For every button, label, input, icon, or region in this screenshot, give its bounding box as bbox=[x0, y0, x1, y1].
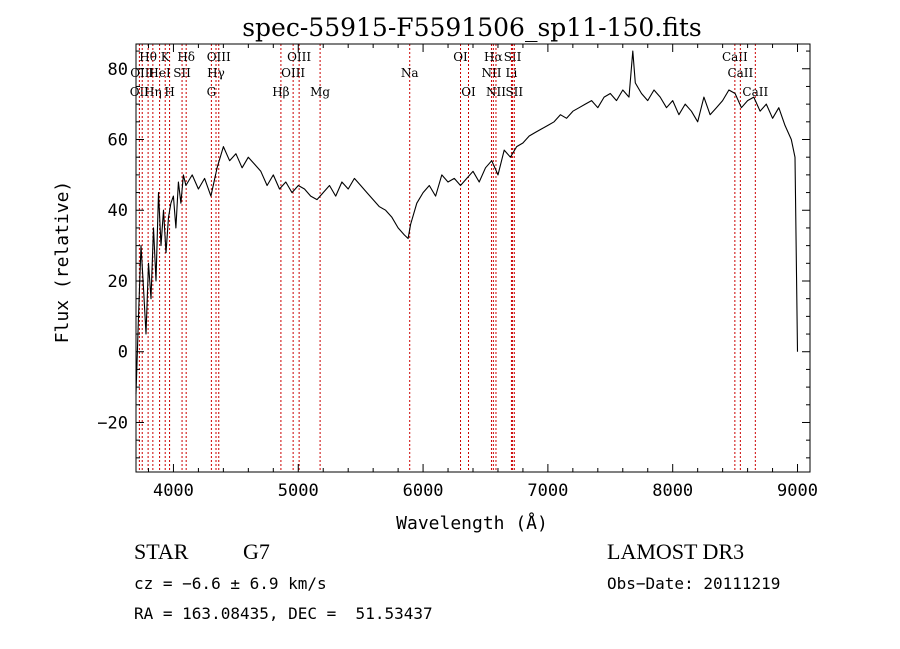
line-marker-label: SII bbox=[173, 66, 191, 80]
object-class: STAR bbox=[134, 539, 189, 564]
line-marker-label: Hβ bbox=[272, 85, 289, 99]
line-marker-label: Hδ bbox=[177, 50, 195, 64]
x-tick-label: 8000 bbox=[652, 481, 693, 501]
line-marker-label: H bbox=[164, 85, 174, 99]
observation-date: Obs−Date: 20111219 bbox=[607, 574, 781, 593]
line-marker-label: OI bbox=[453, 50, 468, 64]
y-tick-label: 60 bbox=[108, 131, 128, 151]
line-marker-label: G bbox=[207, 85, 217, 99]
line-marker-label: CaII bbox=[742, 85, 768, 99]
x-tick-label: 5000 bbox=[278, 481, 319, 501]
line-marker-label: NII bbox=[486, 85, 506, 99]
y-axis-label: Flux (relative) bbox=[52, 181, 73, 344]
survey-name: LAMOST DR3 bbox=[607, 539, 745, 564]
line-marker-label: OIII bbox=[281, 66, 305, 80]
y-axis-ticks: −20 0 20 40 60 80 bbox=[97, 50, 810, 459]
y-tick-label: 0 bbox=[118, 343, 128, 363]
plot-frame bbox=[135, 43, 811, 473]
x-axis-label: Wavelength (Å) bbox=[396, 512, 548, 534]
redshift-velocity: cz = −6.6 ± 6.9 km/s bbox=[134, 574, 327, 593]
line-marker-label: Na bbox=[401, 66, 419, 80]
line-marker-label: OIII bbox=[287, 50, 311, 64]
y-tick-label: −20 bbox=[97, 413, 128, 433]
x-tick-label: 4000 bbox=[153, 481, 194, 501]
object-subclass: G7 bbox=[243, 539, 270, 564]
flux-series-line bbox=[135, 50, 799, 395]
line-marker-label: Hη bbox=[144, 85, 162, 99]
line-marker-label: SII bbox=[504, 50, 522, 64]
y-tick-label: 20 bbox=[108, 272, 128, 292]
line-marker-label: Hγ bbox=[207, 66, 225, 80]
line-marker-label: OII bbox=[130, 85, 150, 99]
line-marker-label: Hθ bbox=[139, 50, 157, 64]
x-tick-label: 6000 bbox=[403, 481, 444, 501]
y-tick-label: 40 bbox=[108, 201, 128, 221]
line-marker-label: HeI bbox=[148, 66, 171, 80]
line-marker-label: K bbox=[161, 50, 171, 64]
x-axis-ticks: 4000 5000 6000 7000 8000 9000 bbox=[147, 44, 818, 501]
line-marker-label: Hα bbox=[484, 50, 503, 64]
chart-title: spec-55915-F5591506_sp11-150.fits bbox=[242, 13, 702, 42]
line-marker-label: Li bbox=[506, 66, 518, 80]
y-tick-label: 80 bbox=[108, 60, 128, 80]
line-marker-label: CaII bbox=[722, 50, 748, 64]
line-marker-label: Mg bbox=[310, 85, 330, 99]
line-markers: OIIOIIIHθHηHeIKHSIIHδGHγOIIIHβOIIIOIIIMg… bbox=[130, 44, 768, 472]
line-marker-label: NII bbox=[481, 66, 501, 80]
line-marker-label: CaII bbox=[727, 66, 753, 80]
ra-dec-coordinates: RA = 163.08435, DEC = 51.53437 bbox=[134, 604, 433, 623]
line-marker-label: OI bbox=[461, 85, 476, 99]
line-marker-label: OIII bbox=[207, 50, 231, 64]
line-marker-label: SII bbox=[505, 85, 523, 99]
x-tick-label: 7000 bbox=[527, 481, 568, 501]
x-tick-label: 9000 bbox=[777, 481, 818, 501]
